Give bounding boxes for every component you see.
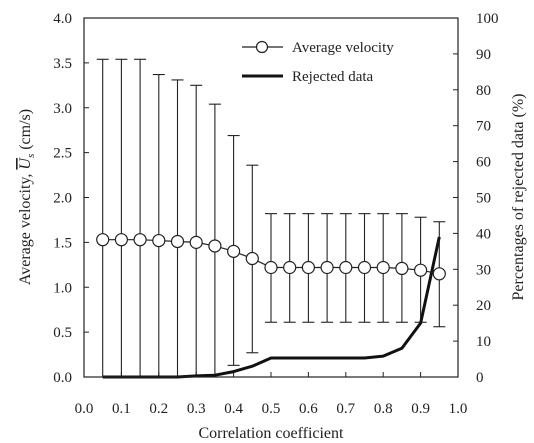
velocity-point (96, 233, 110, 247)
velocity-point (414, 263, 428, 277)
svg-text:Average velocity, Us (cm/s): Average velocity, Us (cm/s) (17, 109, 37, 285)
velocity-point (170, 234, 185, 249)
velocity-point (264, 260, 278, 275)
x-tick-label: 0.4 (224, 401, 243, 417)
y-right-tick-label: 100 (476, 11, 499, 27)
velocity-point (432, 267, 446, 281)
y-left-tick-label: 1.0 (53, 280, 72, 296)
y-right-tick-label: 10 (476, 334, 491, 350)
x-tick-label: 0.1 (112, 401, 131, 417)
y-left-title-prefix: Average velocity, (17, 170, 34, 286)
velocity-series (96, 233, 446, 281)
velocity-point (320, 260, 334, 275)
velocity-point (133, 233, 147, 247)
x-axis-ticks: 0.0 0.1 0.2 0.3 0.4 0.5 0.6 0.7 0.8 0.9 1.0 (75, 372, 468, 417)
velocity-point (339, 260, 353, 275)
y-right-tick-label: 0 (476, 370, 484, 386)
velocity-point (227, 244, 241, 258)
y-right-axis-title: Percentages of rejected data (%) (510, 94, 527, 301)
x-tick-label: 0.0 (75, 401, 94, 417)
y-left-tick-label: 0.5 (53, 325, 72, 341)
velocity-point (114, 233, 129, 247)
x-tick-label: 0.6 (299, 401, 318, 417)
x-tick-label: 0.7 (336, 401, 355, 417)
velocity-point (189, 235, 203, 249)
x-tick-label: 0.9 (411, 401, 430, 417)
y-left-tick-label: 1.5 (53, 235, 72, 251)
legend: Average velocity Rejected data (242, 40, 394, 85)
y-right-tick-label: 70 (476, 119, 491, 135)
y-left-tick-label: 2.5 (53, 146, 72, 162)
velocity-point (283, 260, 297, 275)
velocity-point (301, 260, 315, 275)
y-left-ticks: 0.0 0.5 1.0 1.5 2.0 2.5 3.0 3.5 4.0 (53, 11, 89, 386)
x-tick-label: 0.2 (149, 401, 168, 417)
x-tick-label: 1.0 (449, 401, 468, 417)
y-left-title-symbol: U (17, 157, 34, 170)
y-left-title-subscript: s (25, 154, 37, 158)
y-left-tick-label: 0.0 (53, 370, 72, 386)
y-right-tick-label: 40 (476, 226, 491, 242)
x-tick-label: 0.3 (187, 401, 206, 417)
y-left-axis-title: Average velocity, Us (cm/s) (17, 109, 37, 285)
y-left-title-unit: (cm/s) (17, 109, 34, 154)
x-tick-label: 0.8 (374, 401, 393, 417)
velocity-point (395, 261, 409, 276)
x-tick-label: 0.5 (262, 401, 281, 417)
y-left-tick-label: 2.0 (53, 191, 72, 207)
x-axis-title: Correlation coefficient (199, 425, 345, 442)
legend-velocity-label: Average velocity (292, 40, 394, 56)
y-right-tick-label: 50 (476, 191, 491, 207)
y-right-tick-label: 60 (476, 155, 491, 171)
velocity-point (245, 251, 259, 266)
velocity-point (357, 260, 372, 275)
y-right-tick-label: 30 (476, 262, 491, 278)
y-left-tick-label: 3.0 (53, 101, 72, 117)
velocity-point (152, 233, 166, 248)
velocity-point (208, 239, 222, 253)
error-bars (96, 58, 446, 377)
y-right-tick-label: 80 (476, 83, 491, 99)
legend-velocity-marker (255, 40, 269, 54)
plot-frame (83, 17, 459, 378)
legend-rejected-label: Rejected data (292, 69, 374, 85)
y-left-tick-label: 4.0 (53, 11, 72, 27)
y-right-tick-label: 20 (476, 298, 491, 314)
velocity-point (376, 260, 390, 275)
y-left-tick-label: 3.5 (53, 56, 72, 72)
y-right-tick-label: 90 (476, 47, 491, 63)
y-right-ticks: 0 10 20 30 40 50 60 70 80 90 100 (453, 11, 499, 386)
